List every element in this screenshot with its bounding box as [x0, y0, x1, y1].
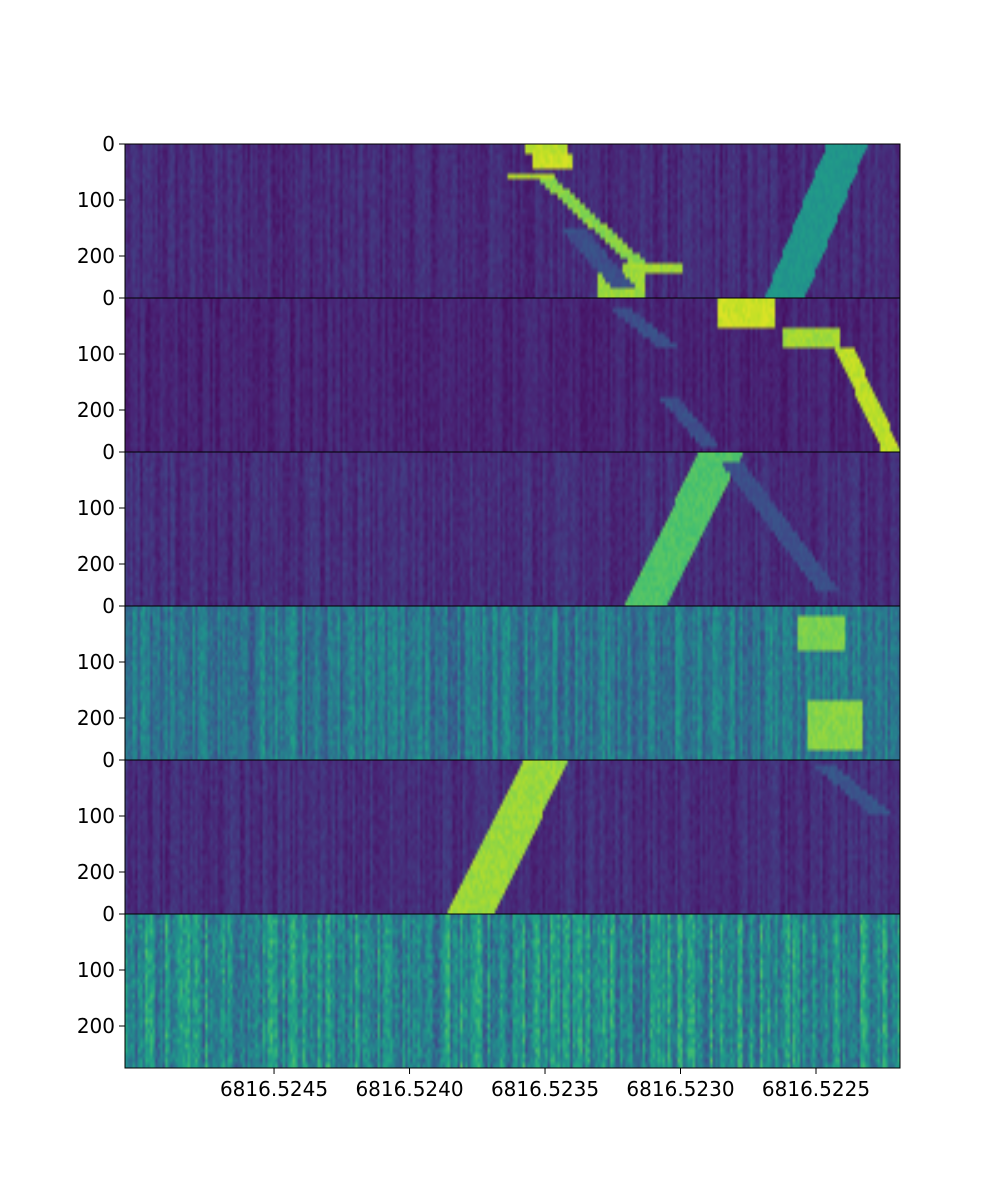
panel-frames [124, 143, 901, 1069]
panel-frame-5 [124, 759, 901, 915]
heatmap-panel-1 [125, 144, 900, 298]
heatmap-panel-5 [125, 760, 900, 914]
y-tick-label: 100 [77, 958, 115, 982]
x-tick-label: 6816.5240 [355, 1077, 463, 1101]
y-tick-label: 200 [77, 860, 115, 884]
panel-frame-2 [124, 297, 901, 453]
y-tick-label: 0 [102, 902, 115, 926]
heatmap-panel-2 [125, 298, 900, 452]
x-tick-label: 6816.5225 [762, 1077, 870, 1101]
y-tick-label: 100 [77, 804, 115, 828]
y-tick-label: 0 [102, 594, 115, 618]
panel-frame-1 [124, 143, 901, 299]
heatmap-panel-6 [125, 914, 900, 1068]
y-tick-label: 200 [77, 398, 115, 422]
y-tick-label: 100 [77, 496, 115, 520]
x-tick-label: 6816.5245 [220, 1077, 328, 1101]
y-tick-label: 0 [102, 440, 115, 464]
x-tick-label: 6816.5235 [491, 1077, 599, 1101]
y-axis: 0 100 200 0 100 200 0 100 200 0 100 200 0 100 200 0 100 2… [77, 132, 125, 1038]
x-axis: 6816.5245 6816.5240 6816.5235 6816.5230 6816… [220, 1068, 870, 1101]
x-tick-label: 6816.5230 [626, 1077, 734, 1101]
panel-frame-3 [124, 451, 901, 607]
heatmap-panel-4 [125, 606, 900, 760]
y-tick-label: 0 [102, 132, 115, 156]
y-tick-label: 200 [77, 706, 115, 730]
y-tick-label: 100 [77, 342, 115, 366]
y-tick-label: 100 [77, 188, 115, 212]
panel-frame-4 [124, 605, 901, 761]
y-tick-label: 200 [77, 1014, 115, 1038]
y-tick-label: 200 [77, 552, 115, 576]
y-tick-label: 200 [77, 244, 115, 268]
panel-frame-6 [124, 913, 901, 1069]
heatmap-panel-3 [125, 452, 900, 606]
y-tick-label: 0 [102, 748, 115, 772]
y-tick-label: 100 [77, 650, 115, 674]
y-tick-label: 0 [102, 286, 115, 310]
